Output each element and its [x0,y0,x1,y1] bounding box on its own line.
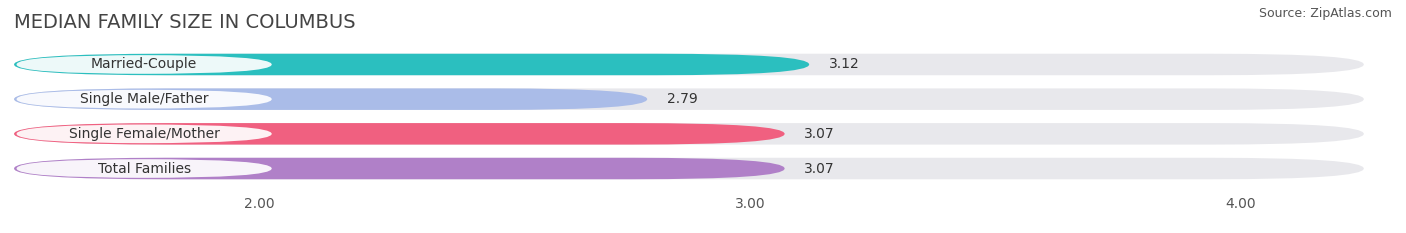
Text: Single Female/Mother: Single Female/Mother [69,127,219,141]
FancyBboxPatch shape [14,158,1364,179]
FancyBboxPatch shape [14,54,810,75]
Text: 3.07: 3.07 [804,161,835,175]
Text: MEDIAN FAMILY SIZE IN COLUMBUS: MEDIAN FAMILY SIZE IN COLUMBUS [14,13,356,32]
Text: Total Families: Total Families [97,161,191,175]
Text: 3.07: 3.07 [804,127,835,141]
FancyBboxPatch shape [17,159,271,178]
FancyBboxPatch shape [14,88,1364,110]
Text: Single Male/Father: Single Male/Father [80,92,208,106]
Text: Source: ZipAtlas.com: Source: ZipAtlas.com [1258,7,1392,20]
Text: 2.79: 2.79 [666,92,697,106]
FancyBboxPatch shape [17,90,271,109]
FancyBboxPatch shape [14,158,785,179]
Text: Married-Couple: Married-Couple [91,58,197,72]
FancyBboxPatch shape [17,55,271,74]
FancyBboxPatch shape [14,54,1364,75]
FancyBboxPatch shape [17,124,271,143]
FancyBboxPatch shape [14,123,1364,145]
Text: 3.12: 3.12 [828,58,859,72]
FancyBboxPatch shape [14,88,647,110]
FancyBboxPatch shape [14,123,785,145]
